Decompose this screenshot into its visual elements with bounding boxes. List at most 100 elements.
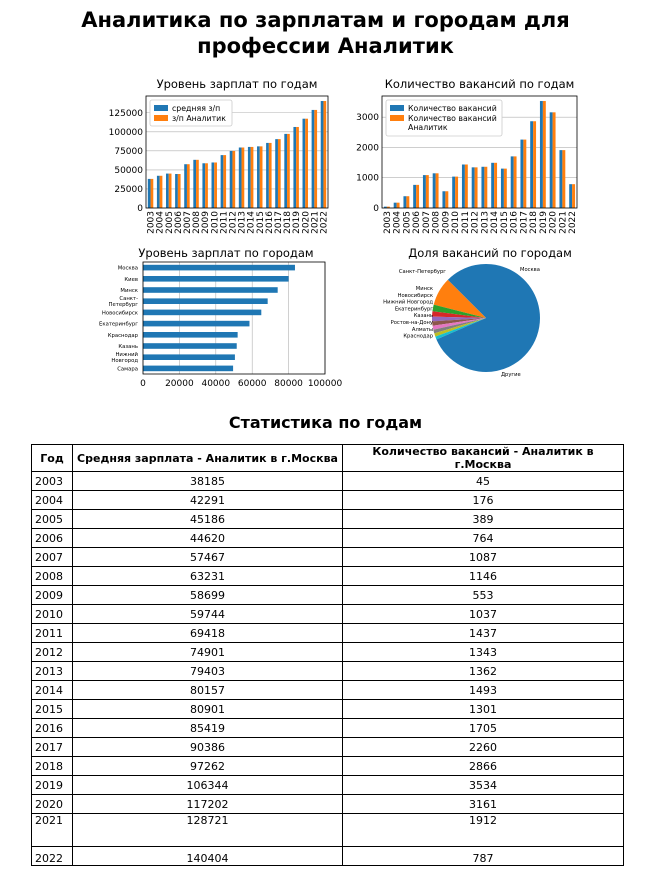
bar-2009-s0	[202, 163, 205, 208]
bar-2015-s1	[260, 146, 263, 208]
cell-salary: 42291	[73, 491, 343, 510]
bar-city-7	[143, 343, 237, 349]
vacancies-by-year-chart: Количество вакансий по годам 0 1000 2000 300…	[351, 76, 591, 246]
bar-city-0	[143, 265, 295, 271]
report-title-line2: профессии Аналитик	[0, 33, 651, 59]
cell-vacancies: 2866	[343, 757, 624, 776]
cell-year: 2022	[32, 847, 73, 866]
bar-2020-s1	[305, 119, 308, 208]
bar-2015-s1	[504, 169, 507, 208]
bar-2007-s0	[184, 164, 187, 208]
bar-2011-s1	[465, 165, 468, 208]
bar-2005-s0	[166, 174, 169, 208]
cell-year: 2021	[32, 814, 73, 847]
x-tick-label: 60000	[238, 379, 267, 389]
x-tick-label: 100000	[308, 379, 343, 389]
cell-salary: 97262	[73, 757, 343, 776]
table-row: 2005 45186 389	[32, 510, 624, 529]
bar-2022-s1	[572, 184, 575, 208]
cell-year: 2019	[32, 776, 73, 795]
x-tick-label: 2017	[519, 211, 529, 234]
pie-label: Ростов-на-Дону	[391, 320, 433, 326]
y-tick-label: Казань	[118, 344, 138, 350]
cell-vacancies: 1705	[343, 719, 624, 738]
table-header-row: Год Средняя зарплата - Аналитик в г.Моск…	[32, 445, 624, 472]
legend-label: Аналитик	[408, 123, 448, 132]
table-row: 2010 59744 1037	[32, 605, 624, 624]
cell-year: 2014	[32, 681, 73, 700]
x-tick-label: 2016	[510, 211, 520, 234]
cell-vacancies: 1301	[343, 700, 624, 719]
bar-2006-s1	[178, 174, 181, 208]
x-tick-label: 2009	[441, 211, 451, 234]
cell-salary: 59744	[73, 605, 343, 624]
cell-vacancies: 1343	[343, 643, 624, 662]
x-tick-label: 40000	[201, 379, 230, 389]
table-row: 2009 58699 553	[32, 586, 624, 605]
bar-2021-s0	[559, 150, 562, 208]
bar-2010-s1	[214, 162, 217, 208]
x-tick-label: 80000	[274, 379, 303, 389]
y-tick-label: 3000	[356, 113, 379, 123]
x-tick-label: 2012	[471, 211, 481, 234]
cell-year: 2010	[32, 605, 73, 624]
x-tick-label: 2022	[319, 211, 329, 234]
bar-2008-s0	[433, 173, 436, 208]
bar-2016-s0	[511, 156, 514, 208]
legend-swatch	[154, 105, 168, 111]
cell-vacancies: 764	[343, 529, 624, 548]
bar-2018-s1	[287, 134, 290, 208]
pie-label: Казань	[414, 313, 433, 319]
cell-year: 2004	[32, 491, 73, 510]
bar-2013-s1	[484, 167, 487, 208]
bar-2015-s0	[257, 146, 260, 208]
table-row: 2003 38185 45	[32, 472, 624, 491]
y-tick-label: Самара	[117, 366, 138, 372]
cell-salary: 74901	[73, 643, 343, 662]
x-tick-label: 2019	[539, 211, 549, 234]
cell-year: 2006	[32, 529, 73, 548]
x-tick-label: 2011	[461, 211, 471, 234]
table-row: 2017 90386 2260	[32, 738, 624, 757]
legend-label: з/п Аналитик	[172, 114, 226, 123]
table-row: 2012 74901 1343	[32, 643, 624, 662]
bar-2009-s1	[205, 163, 208, 208]
legend-swatch	[154, 115, 168, 121]
y-tick-label: 0	[137, 204, 143, 214]
cell-year: 2007	[32, 548, 73, 567]
bar-2016-s1	[269, 143, 272, 208]
pie-label: Москва	[520, 267, 540, 273]
bar-2012-s1	[232, 151, 235, 208]
table-row: 2019 106344 3534	[32, 776, 624, 795]
bar-2008-s1	[196, 160, 199, 208]
bar-2006-s0	[175, 174, 178, 208]
table-row: 2013 79403 1362	[32, 662, 624, 681]
cell-salary: 57467	[73, 548, 343, 567]
bar-2022-s1	[323, 101, 326, 208]
y-tick-label: Киев	[124, 277, 138, 283]
bar-2013-s0	[239, 148, 242, 208]
legend-label: Количество вакансий	[408, 114, 497, 123]
pie-label: Новосибирск	[398, 293, 433, 299]
bar-2012-s0	[230, 151, 233, 208]
x-tick-label: 2004	[393, 211, 403, 234]
legend-label: средняя з/п	[172, 104, 220, 113]
bar-2006-s1	[416, 185, 419, 208]
x-tick-label: 2018	[529, 211, 539, 234]
y-tick-label: Екатеринбург	[99, 322, 138, 328]
cell-year: 2012	[32, 643, 73, 662]
cell-vacancies: 3161	[343, 795, 624, 814]
y-tick-label: Нижний	[115, 351, 138, 358]
y-tick-label: 1000	[356, 174, 379, 184]
cell-vacancies: 553	[343, 586, 624, 605]
cell-salary: 58699	[73, 586, 343, 605]
bar-2019-s0	[540, 101, 543, 208]
legend-swatch	[390, 105, 404, 111]
bar-2009-s0	[442, 191, 445, 208]
pie-label: Санкт-Петербург	[399, 269, 446, 275]
bar-2010-s0	[212, 162, 215, 208]
y-tick-label: 2000	[356, 143, 379, 153]
cell-vacancies: 1912	[343, 814, 624, 847]
bar-2006-s0	[413, 185, 416, 208]
x-tick-label: 2020	[549, 211, 559, 234]
